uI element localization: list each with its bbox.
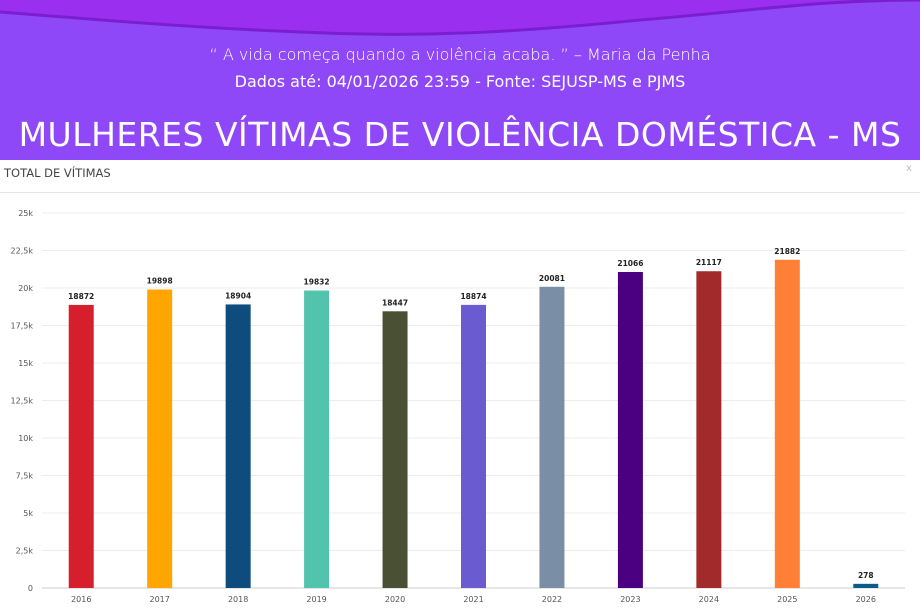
bar-2019[interactable]	[304, 290, 330, 588]
data-label: 18447	[382, 298, 408, 307]
divider	[0, 192, 920, 193]
chart-title: TOTAL DE VÍTIMAS	[4, 166, 111, 180]
y-tick-label: 7,5k	[16, 472, 34, 481]
bar-2022[interactable]	[539, 286, 565, 588]
page-title: MULHERES VÍTIMAS DE VIOLÊNCIA DOMÉSTICA …	[18, 115, 902, 154]
bar-2018[interactable]	[225, 304, 251, 588]
bar-2024[interactable]	[696, 271, 722, 588]
data-source-text: Dados até: 04/01/2026 23:59 - Fonte: SEJ…	[234, 72, 686, 91]
bar-2020[interactable]	[382, 311, 408, 588]
data-label: 18874	[460, 292, 486, 301]
close-button[interactable]: x	[906, 163, 912, 174]
y-tick-label: 15k	[18, 359, 33, 368]
x-tick-label: 2019	[306, 595, 326, 604]
y-tick-label: 25k	[18, 209, 33, 218]
y-tick-label: 20k	[18, 284, 33, 293]
bar-2025[interactable]	[774, 259, 800, 588]
bar-2026[interactable]	[853, 583, 879, 588]
bar-2021[interactable]	[461, 304, 486, 588]
data-label: 21117	[696, 258, 722, 267]
bar-2017[interactable]	[147, 289, 173, 588]
x-tick-label: 2024	[699, 595, 719, 604]
bar-2023[interactable]	[617, 272, 643, 588]
data-label: 278	[858, 571, 874, 580]
data-label: 19832	[304, 278, 330, 287]
data-label: 18872	[68, 292, 94, 301]
quote-text: “ A vida começa quando a violência acaba…	[209, 45, 711, 64]
x-tick-label: 2018	[228, 595, 248, 604]
y-tick-label: 22,5k	[11, 247, 34, 256]
x-tick-label: 2020	[385, 595, 405, 604]
x-tick-label: 2017	[150, 595, 170, 604]
y-tick-label: 5k	[23, 509, 33, 518]
y-tick-label: 10k	[18, 434, 33, 443]
data-label: 20081	[539, 274, 565, 283]
y-tick-label: 17,5k	[11, 322, 34, 331]
bar-chart: 0 2,5k 5k 7,5k 10k 12,5k 15k 17,5k 20k 22,5k 25k 18…	[11, 209, 905, 604]
y-tick-label: 0	[28, 584, 33, 593]
data-label: 21066	[617, 259, 643, 268]
data-label: 21882	[774, 247, 800, 256]
x-tick-label: 2025	[777, 595, 797, 604]
header-wave	[0, 0, 920, 36]
x-tick-label: 2016	[71, 595, 91, 604]
data-label: 18904	[225, 291, 251, 300]
x-tick-label: 2026	[856, 595, 876, 604]
x-tick-label: 2023	[620, 595, 640, 604]
x-tick-label: 2021	[463, 595, 483, 604]
header-banner: “ A vida começa quando a violência acaba…	[0, 0, 920, 160]
data-label: 19898	[147, 277, 173, 286]
y-tick-label: 12,5k	[11, 397, 34, 406]
bar-2016[interactable]	[68, 304, 94, 588]
y-tick-label: 2,5k	[16, 547, 34, 556]
x-tick-label: 2022	[542, 595, 562, 604]
